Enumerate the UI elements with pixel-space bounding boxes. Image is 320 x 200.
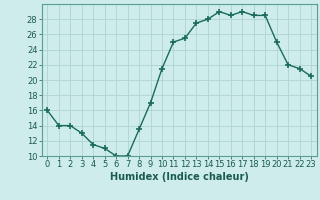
X-axis label: Humidex (Indice chaleur): Humidex (Indice chaleur) <box>110 172 249 182</box>
